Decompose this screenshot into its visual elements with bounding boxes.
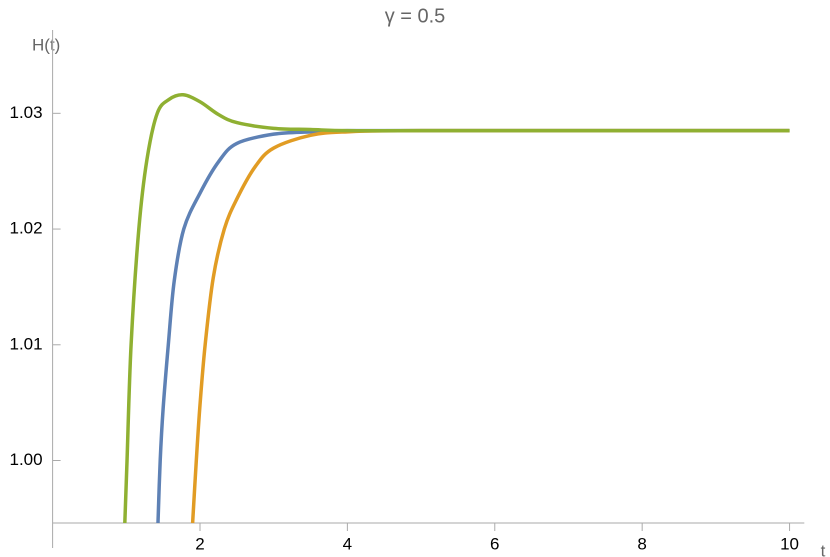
plot-area — [123, 93, 790, 524]
y-axis-label: H(t) — [32, 35, 60, 54]
series-line — [156, 128, 790, 524]
x-tick-label: 2 — [195, 534, 204, 553]
y-tick-label: 1.00 — [10, 450, 43, 469]
x-tick-label: 8 — [637, 534, 646, 553]
series-line — [190, 128, 790, 524]
x-tick-label: 10 — [780, 534, 799, 553]
chart-title: γ = 0.5 — [385, 5, 446, 27]
y-tick-label: 1.03 — [10, 103, 43, 122]
x-tick-label: 4 — [343, 534, 352, 553]
x-tick-label: 6 — [490, 534, 499, 553]
x-axis-label: t — [821, 541, 826, 557]
y-tick-label: 1.01 — [10, 334, 43, 353]
series-line — [123, 93, 790, 524]
y-tick-label: 1.02 — [10, 219, 43, 238]
